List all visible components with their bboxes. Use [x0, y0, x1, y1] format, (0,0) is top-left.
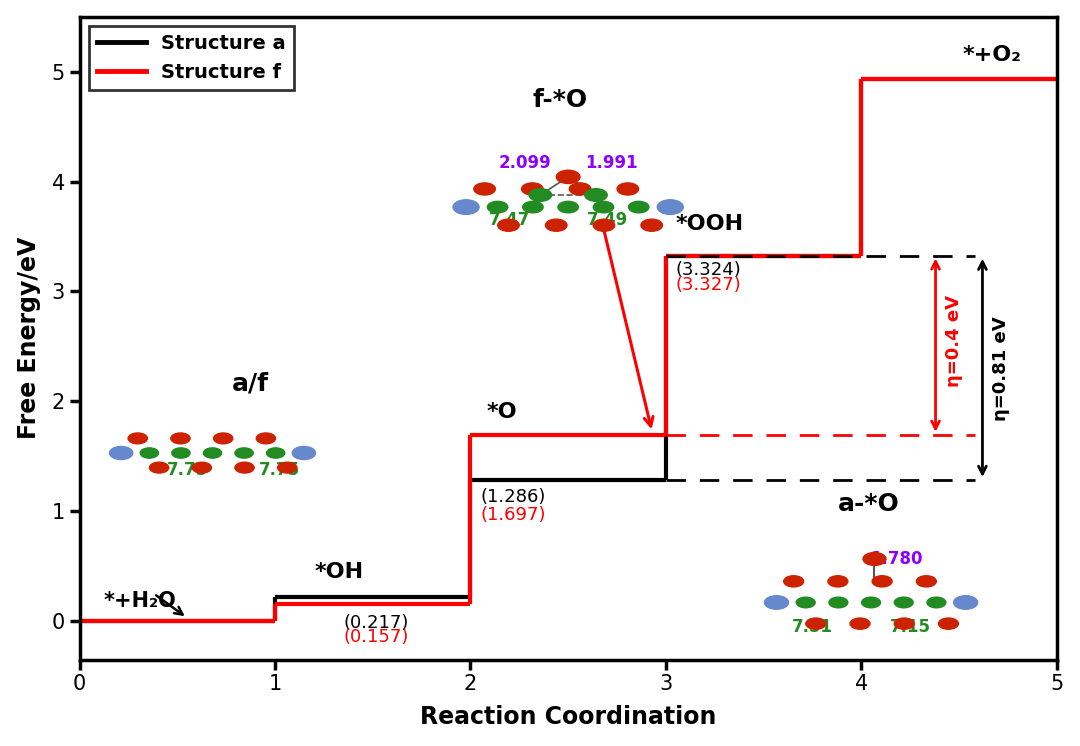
Circle shape: [927, 597, 946, 608]
Text: 2.099: 2.099: [499, 154, 552, 172]
Text: 7.75: 7.75: [258, 461, 299, 479]
Circle shape: [829, 597, 848, 608]
Circle shape: [498, 219, 519, 231]
Text: *OOH: *OOH: [676, 214, 744, 234]
Circle shape: [192, 463, 212, 473]
Circle shape: [658, 200, 684, 214]
Text: *+H₂O: *+H₂O: [103, 591, 176, 611]
Circle shape: [453, 200, 480, 214]
Circle shape: [629, 201, 649, 213]
Circle shape: [545, 219, 567, 231]
Circle shape: [140, 448, 159, 458]
Circle shape: [617, 183, 638, 195]
Circle shape: [267, 448, 285, 458]
Circle shape: [784, 576, 804, 587]
Text: a/f: a/f: [232, 372, 269, 395]
Text: (1.697): (1.697): [481, 506, 545, 524]
Text: *OH: *OH: [314, 562, 363, 583]
Text: *+O₂: *+O₂: [963, 45, 1022, 65]
Text: (0.157): (0.157): [343, 628, 409, 646]
Circle shape: [894, 618, 914, 630]
Circle shape: [954, 596, 977, 609]
Circle shape: [214, 433, 233, 444]
Y-axis label: Free Energy/eV: Free Energy/eV: [16, 237, 41, 439]
Circle shape: [894, 597, 914, 608]
Circle shape: [850, 618, 870, 630]
Text: 7.51: 7.51: [792, 618, 833, 636]
Circle shape: [916, 576, 936, 587]
Circle shape: [256, 433, 275, 444]
Circle shape: [235, 448, 253, 458]
Text: η=0.4 eV: η=0.4 eV: [945, 295, 963, 387]
Text: 7.75: 7.75: [166, 461, 207, 479]
Circle shape: [863, 553, 886, 565]
Circle shape: [556, 170, 580, 184]
Legend: Structure a, Structure f: Structure a, Structure f: [90, 26, 294, 90]
X-axis label: Reaction Coordination: Reaction Coordination: [420, 705, 716, 730]
Circle shape: [593, 219, 615, 231]
Circle shape: [293, 446, 315, 460]
Circle shape: [278, 463, 297, 473]
Text: 7.49: 7.49: [586, 212, 627, 230]
Text: *O: *O: [486, 402, 516, 421]
Circle shape: [109, 446, 133, 460]
Circle shape: [523, 201, 543, 213]
Circle shape: [172, 448, 190, 458]
Text: 7.47: 7.47: [489, 212, 530, 230]
Circle shape: [234, 463, 254, 473]
Circle shape: [529, 189, 552, 201]
Circle shape: [862, 597, 880, 608]
Circle shape: [939, 618, 958, 630]
Text: (1.286): (1.286): [481, 489, 545, 507]
Circle shape: [765, 596, 788, 609]
Circle shape: [474, 183, 496, 195]
Circle shape: [171, 433, 190, 444]
Circle shape: [203, 448, 221, 458]
Circle shape: [796, 597, 815, 608]
Text: η=0.81 eV: η=0.81 eV: [993, 316, 1010, 421]
Circle shape: [828, 576, 848, 587]
Text: 1.780: 1.780: [870, 550, 922, 568]
Text: 1.991: 1.991: [585, 154, 637, 172]
Circle shape: [873, 576, 892, 587]
Text: a-*O: a-*O: [838, 492, 900, 516]
Text: f-*O: f-*O: [534, 88, 589, 112]
Circle shape: [487, 201, 508, 213]
Circle shape: [806, 618, 826, 630]
Circle shape: [522, 183, 543, 195]
Text: 7.15: 7.15: [890, 618, 931, 636]
Circle shape: [640, 219, 662, 231]
Circle shape: [149, 463, 168, 473]
Circle shape: [584, 189, 607, 201]
Circle shape: [129, 433, 147, 444]
Circle shape: [558, 201, 579, 213]
Circle shape: [593, 201, 613, 213]
Circle shape: [569, 183, 591, 195]
Text: (0.217): (0.217): [343, 614, 409, 632]
Text: (3.324): (3.324): [676, 261, 741, 279]
Text: (3.327): (3.327): [676, 276, 741, 295]
